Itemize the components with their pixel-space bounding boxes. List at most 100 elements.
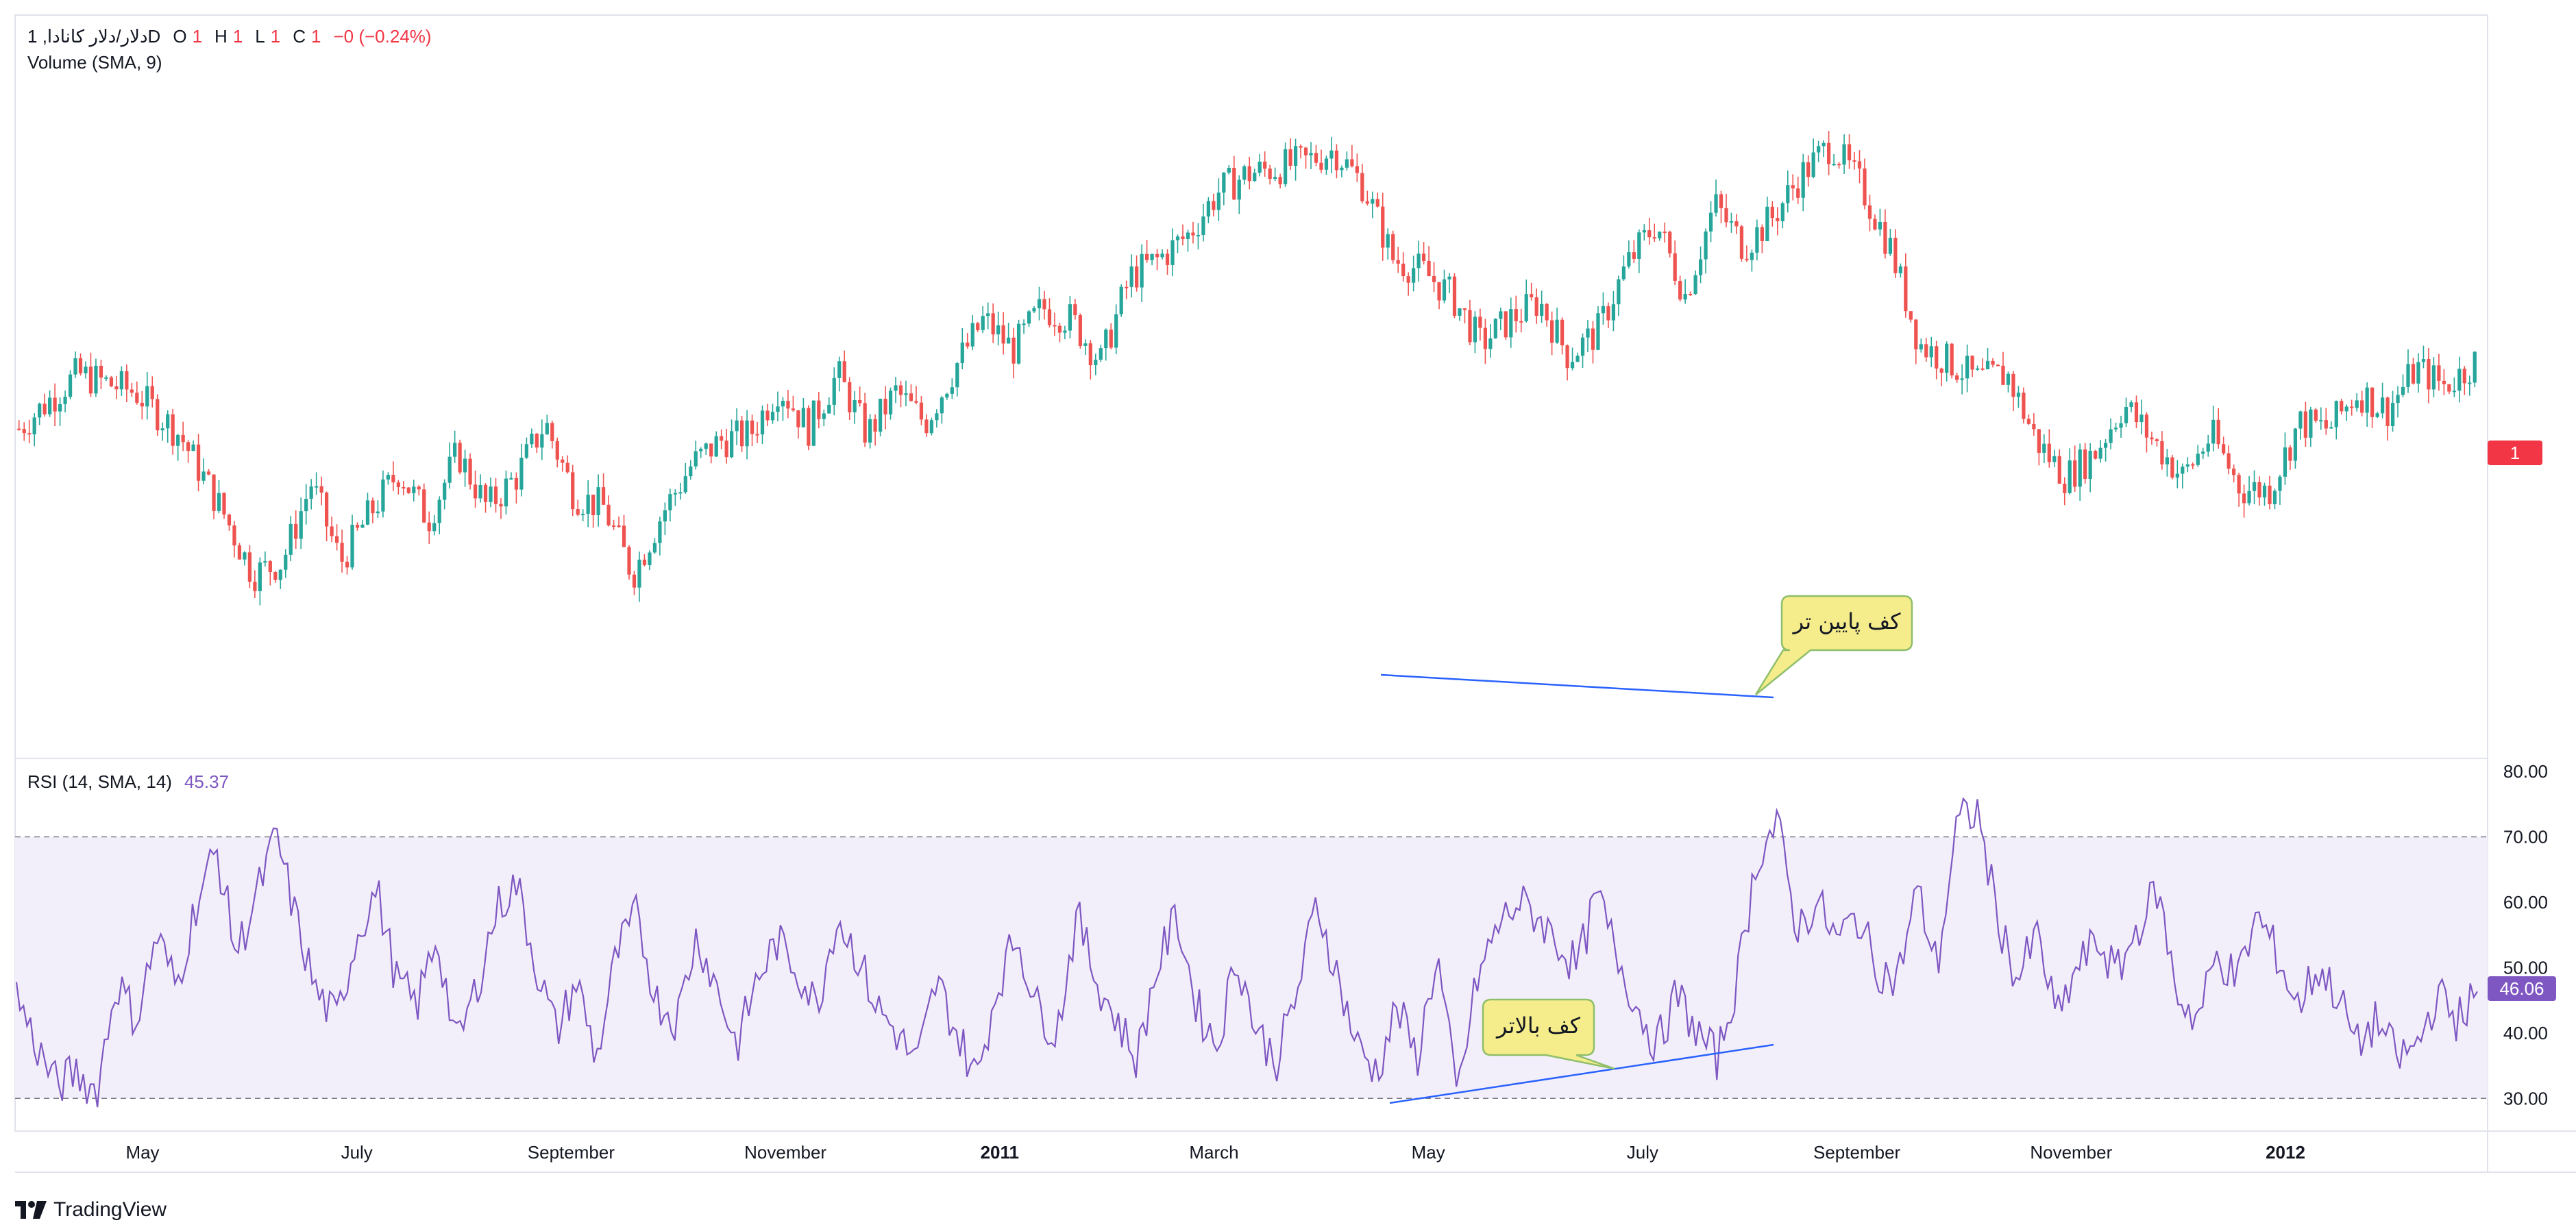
candle xyxy=(2385,396,2390,441)
candle xyxy=(2375,412,2379,419)
candle xyxy=(2109,418,2113,449)
candle xyxy=(2431,357,2436,397)
candle xyxy=(1683,279,1687,304)
candle xyxy=(540,419,544,460)
candle xyxy=(1939,367,1943,386)
time-tick-label: July xyxy=(341,1142,373,1163)
candle xyxy=(581,509,585,521)
rsi-label: RSI (14, SMA, 14) xyxy=(27,771,172,792)
candle xyxy=(2006,371,2011,393)
candle xyxy=(1586,320,1590,352)
candle xyxy=(119,366,123,396)
time-tick-label: July xyxy=(1627,1142,1658,1163)
candle xyxy=(406,486,410,495)
candle xyxy=(2073,445,2077,492)
candle xyxy=(524,437,529,460)
candle xyxy=(1524,280,1528,323)
candle xyxy=(1637,229,1641,273)
candle xyxy=(2032,413,2036,436)
candle xyxy=(929,417,934,436)
candle xyxy=(1011,327,1016,379)
candle xyxy=(1247,156,1251,190)
candle xyxy=(1811,138,1815,179)
candle xyxy=(176,433,180,461)
candle xyxy=(1088,340,1092,380)
time-tick-label: March xyxy=(1189,1142,1238,1163)
candle xyxy=(2314,408,2318,423)
candle xyxy=(463,449,467,487)
candle xyxy=(888,387,893,420)
candle xyxy=(955,362,959,397)
candle xyxy=(32,413,36,447)
high-value: 1 xyxy=(232,26,243,47)
candle xyxy=(1432,262,1436,293)
price-callout[interactable]: کف پایین تر xyxy=(1754,595,1913,695)
candle xyxy=(1776,207,1780,236)
candle xyxy=(1893,229,1898,278)
candle xyxy=(2222,436,2226,456)
candle xyxy=(289,516,293,562)
candle xyxy=(1504,311,1508,340)
candle xyxy=(330,517,334,543)
candle xyxy=(765,404,770,426)
price-pane[interactable] xyxy=(14,14,2488,759)
candle xyxy=(371,497,375,523)
brand-footer[interactable]: TradingView xyxy=(15,1198,167,1222)
rsi-callout[interactable]: کف بالاتر xyxy=(1482,998,1615,1070)
candle xyxy=(1345,151,1349,171)
candle xyxy=(1355,153,1359,182)
candle xyxy=(673,489,677,506)
candle xyxy=(1663,222,1667,243)
candle xyxy=(1037,286,1042,321)
candle xyxy=(950,378,954,399)
candle xyxy=(1591,321,1595,364)
candle xyxy=(2406,349,2410,393)
candle xyxy=(376,500,380,518)
candle xyxy=(334,524,339,551)
candle xyxy=(1929,336,1933,368)
candle xyxy=(1488,323,1493,358)
candle xyxy=(801,398,805,427)
candle xyxy=(1381,193,1385,261)
candle xyxy=(109,375,114,387)
candle xyxy=(868,414,872,449)
candle xyxy=(1837,162,1841,169)
candle xyxy=(1996,364,2000,367)
candle xyxy=(591,495,596,528)
price-trendline[interactable] xyxy=(1380,673,1774,699)
candle xyxy=(689,460,693,480)
symbol-label[interactable]: دلار/دلار کانادا, 1D xyxy=(27,26,161,47)
candle xyxy=(642,554,647,567)
time-tick-label: September xyxy=(528,1142,615,1163)
candle xyxy=(453,430,457,463)
candle xyxy=(319,476,323,506)
price-callout-text: کف پایین تر xyxy=(1792,608,1902,634)
rsi-tick-label: 60.00 xyxy=(2503,892,2548,913)
candle xyxy=(1919,338,1923,353)
candle xyxy=(848,377,852,420)
candle xyxy=(1540,290,1544,323)
candle xyxy=(852,391,857,424)
rsi-trendline[interactable] xyxy=(1389,1043,1774,1104)
candle xyxy=(130,382,134,397)
rsi-legend[interactable]: RSI (14, SMA, 14) 45.37 xyxy=(27,771,229,793)
candle xyxy=(2139,399,2144,434)
candle xyxy=(2047,429,2051,468)
candle xyxy=(2124,397,2129,427)
candle xyxy=(432,515,437,536)
candle xyxy=(2437,354,2441,391)
candle xyxy=(1227,165,1231,175)
candle xyxy=(2324,408,2328,435)
candle xyxy=(1898,263,1902,278)
candle xyxy=(1734,214,1739,234)
candle xyxy=(1550,311,1554,356)
candle xyxy=(1786,170,1790,213)
candle xyxy=(1750,249,1754,272)
candle xyxy=(1263,151,1267,177)
candle xyxy=(1365,190,1369,206)
volume-legend[interactable]: Volume (SMA, 9) xyxy=(27,52,162,73)
candle xyxy=(827,397,831,414)
candle xyxy=(278,569,282,589)
candle xyxy=(935,409,939,428)
